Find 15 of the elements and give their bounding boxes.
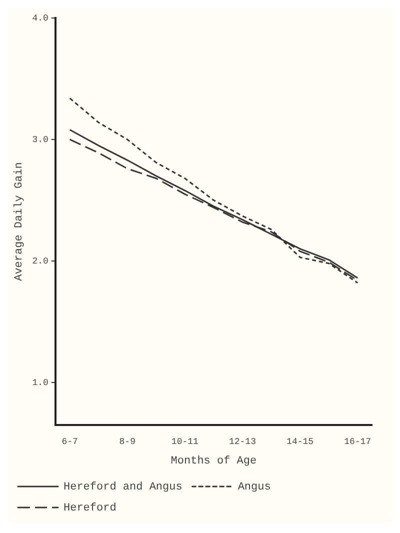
y-tick-label: 4.0: [32, 13, 48, 24]
legend-label: Angus: [238, 481, 271, 494]
x-tick-label: 14-15: [286, 436, 314, 447]
x-tick-label: 6-7: [62, 436, 78, 447]
y-tick-label: 2.0: [32, 256, 48, 266]
y-tick-label: 1.0: [32, 378, 48, 388]
x-tick-label: 10-11: [171, 436, 198, 447]
x-tick-label: 8-9: [119, 436, 136, 447]
x-axis-title: Months of Age: [170, 455, 257, 468]
x-tick-label: 12-13: [228, 436, 256, 447]
y-axis-title: Average Daily Gain: [14, 162, 26, 281]
legend-label: Hereford and Angus: [64, 481, 182, 494]
legend-label: Hereford: [64, 502, 116, 514]
y-tick-label: 3.0: [32, 134, 48, 145]
x-tick-label: 16-17: [344, 436, 372, 447]
